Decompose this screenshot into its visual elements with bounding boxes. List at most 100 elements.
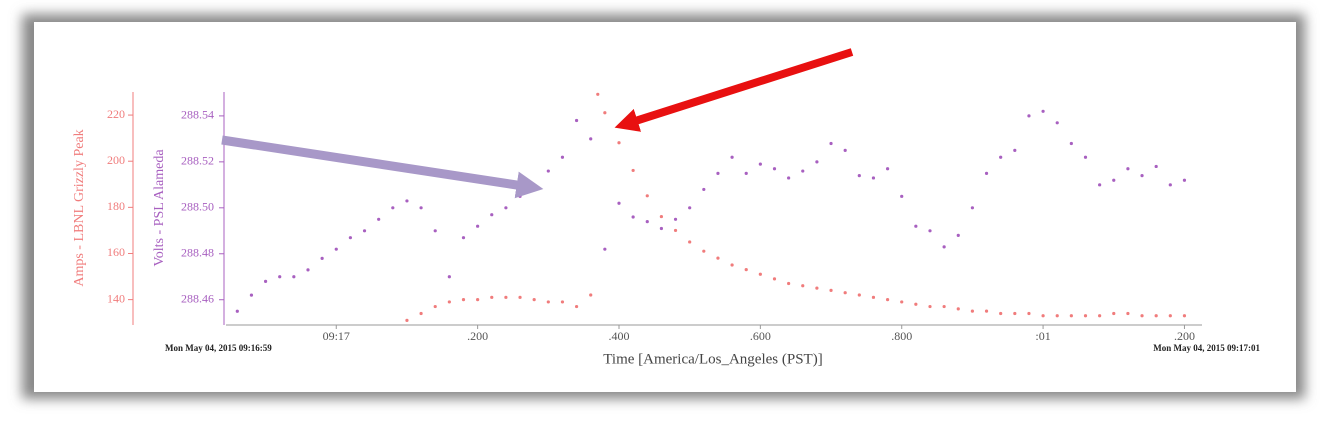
point: [574, 304, 579, 309]
arrow: [614, 48, 854, 132]
annotation: Mon May 04, 2015 09:17:01: [1153, 343, 1260, 353]
point: [476, 298, 480, 302]
point: [1041, 109, 1045, 113]
point: [1168, 183, 1172, 187]
point: [1055, 121, 1059, 125]
point: [490, 213, 494, 217]
point: [885, 167, 890, 171]
point: [645, 219, 649, 224]
point: [518, 194, 522, 198]
point: [292, 275, 296, 279]
point: [560, 155, 565, 159]
point: [1112, 178, 1116, 182]
point: [1126, 167, 1130, 171]
point: [970, 206, 975, 210]
point: [900, 300, 904, 304]
point: [377, 217, 381, 221]
point: [447, 300, 451, 304]
point: [999, 311, 1003, 316]
point: [928, 304, 932, 309]
x-tick-label: .800: [891, 329, 912, 343]
y-tick-label: 200: [107, 153, 125, 167]
point: [716, 256, 720, 260]
point: [1126, 311, 1130, 316]
point: [659, 214, 664, 219]
point: [235, 309, 239, 313]
point: [801, 284, 805, 288]
point: [716, 171, 720, 175]
point: [857, 293, 861, 297]
point: [730, 155, 734, 159]
point: [532, 298, 536, 302]
point: [942, 304, 946, 309]
y-tick-label: 180: [107, 199, 125, 213]
point: [278, 275, 282, 279]
point: [744, 171, 748, 175]
point: [758, 162, 762, 166]
point: [914, 302, 918, 306]
point: [334, 247, 338, 251]
point: [391, 206, 395, 210]
point: [419, 311, 423, 316]
point: [589, 293, 593, 297]
point: [801, 169, 805, 173]
point: [476, 224, 480, 228]
point: [1154, 314, 1158, 318]
point: [645, 194, 649, 198]
point: [1013, 148, 1017, 152]
point: [1182, 314, 1187, 318]
point: [306, 268, 310, 272]
x-tick-label: .400: [608, 329, 629, 343]
x-tick-label: 09:17: [323, 329, 350, 343]
point: [1041, 314, 1045, 318]
point: [659, 226, 664, 231]
point: [433, 304, 437, 309]
point: [1098, 314, 1102, 318]
point: [1055, 314, 1059, 318]
annotation: Mon May 04, 2015 09:16:59: [165, 343, 272, 353]
point: [871, 295, 876, 299]
point: [1098, 183, 1102, 187]
x-tick-label: .200: [1174, 329, 1195, 343]
point: [461, 236, 466, 240]
point: [263, 279, 268, 283]
point: [1083, 314, 1088, 318]
point: [574, 118, 579, 123]
y-axis-label: Amps - LBNL Grizzly Peak: [72, 129, 87, 286]
card: [34, 22, 1296, 392]
point: [596, 92, 600, 96]
point: [433, 229, 437, 233]
point: [744, 268, 748, 272]
point: [787, 176, 791, 180]
point: [518, 295, 522, 299]
point: [1140, 174, 1144, 178]
arrow: [221, 135, 544, 199]
point: [560, 300, 565, 304]
point: [956, 307, 960, 311]
y2-tick-label: 288.50: [181, 200, 214, 214]
y2-tick-label: 288.46: [181, 291, 214, 305]
point: [984, 171, 989, 175]
y2-axis-label: Volts - PSL Alameda: [152, 149, 167, 267]
x-tick-label: .200: [467, 329, 488, 343]
point: [419, 206, 423, 210]
point: [1112, 311, 1116, 316]
point: [843, 291, 847, 295]
point: [617, 141, 621, 145]
point: [942, 245, 946, 249]
point: [829, 288, 833, 292]
point: [673, 217, 678, 221]
point: [787, 281, 791, 286]
point: [603, 247, 607, 251]
y2-tick-label: 288.52: [181, 154, 214, 168]
point: [673, 228, 678, 233]
point: [702, 187, 706, 192]
point: [546, 300, 550, 304]
point: [843, 148, 847, 152]
point: [631, 215, 635, 219]
x-axis-label: Time [America/Los_Angeles (PST)]: [603, 351, 822, 367]
point: [1140, 314, 1144, 318]
point: [405, 318, 409, 322]
point: [970, 309, 975, 313]
